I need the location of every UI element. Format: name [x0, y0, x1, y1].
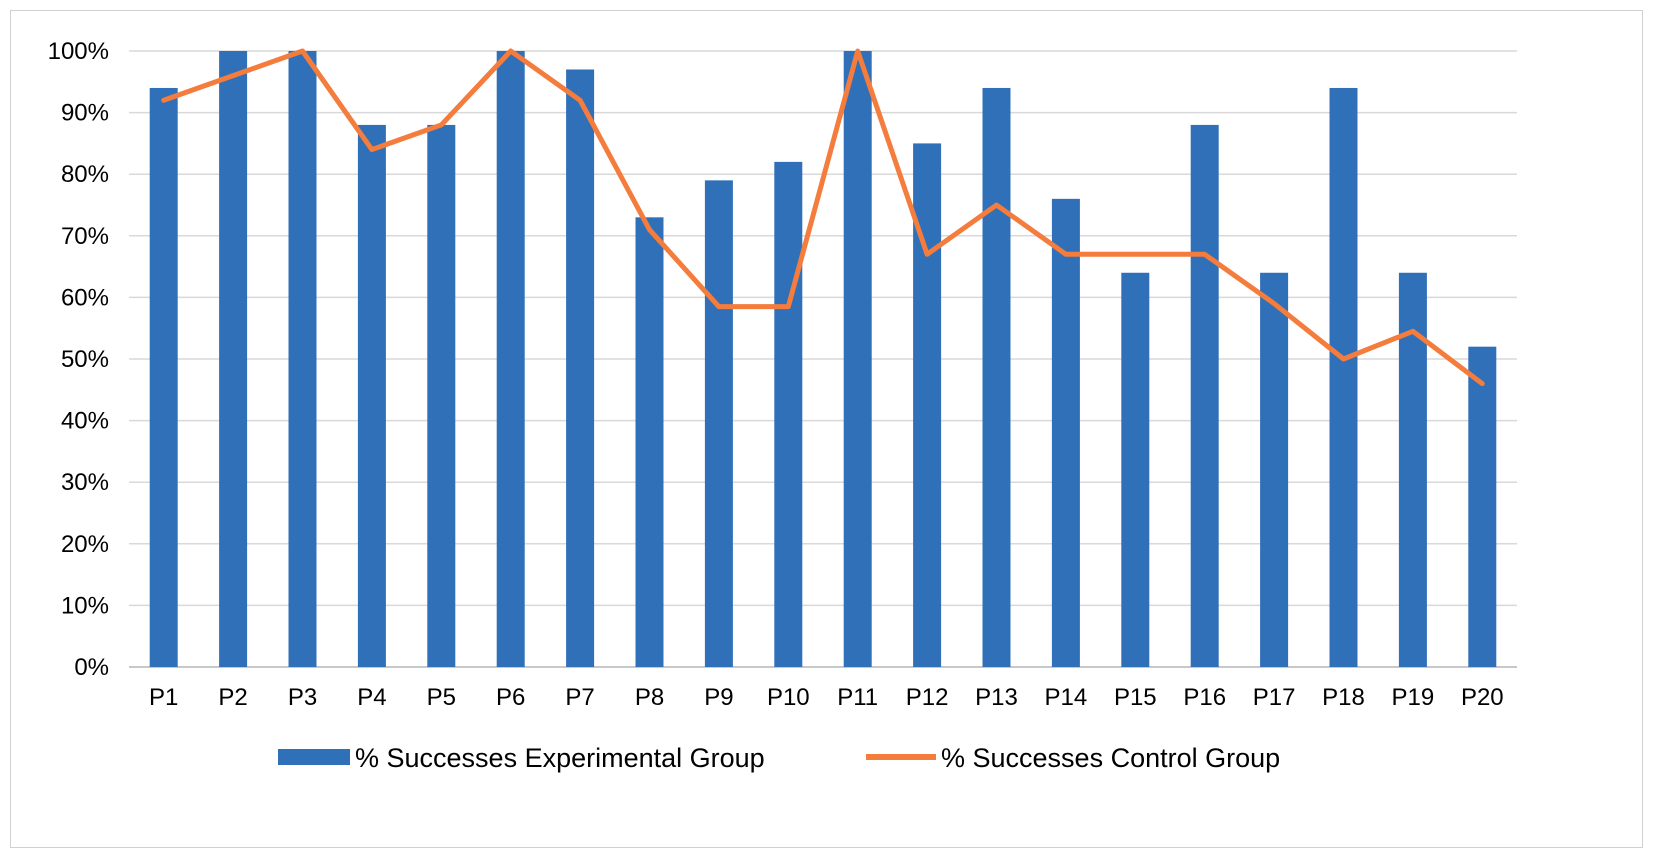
legend-item-experimental: % Successes Experimental Group [278, 743, 765, 773]
bar [1190, 124, 1219, 668]
x-tick-label: P5 [427, 684, 456, 711]
x-tick-label: P14 [1045, 684, 1088, 711]
x-tick-label: P18 [1322, 684, 1365, 711]
line-series [161, 48, 1485, 387]
y-tick-label: 40% [61, 408, 109, 435]
x-tick-label: P11 [837, 684, 878, 711]
x-tick-label: P3 [288, 684, 317, 711]
y-tick-label: 60% [61, 284, 109, 311]
x-tick-label: P17 [1253, 684, 1296, 711]
legend-label-control: % Successes Control Group [941, 743, 1280, 773]
y-tick-label: 50% [61, 346, 109, 373]
y-tick-label: 100% [48, 38, 109, 65]
bar [496, 51, 525, 667]
y-tick-label: 30% [61, 469, 109, 496]
x-tick-label: P7 [565, 684, 594, 711]
x-tick-label: P15 [1114, 684, 1157, 711]
legend-item-control: % Successes Control Group [866, 743, 1280, 773]
bar [1051, 198, 1080, 667]
bar [1121, 272, 1150, 667]
control-group-line [161, 48, 1485, 387]
y-tick-label: 20% [61, 531, 109, 558]
x-tick-label: P9 [704, 684, 733, 711]
x-tick-label: P13 [975, 684, 1018, 711]
bar [427, 124, 456, 668]
y-tick-label: 10% [61, 592, 109, 619]
x-tick-label: P20 [1461, 684, 1504, 711]
bar [219, 51, 248, 667]
bar [1329, 87, 1358, 667]
x-tick-label: P1 [149, 684, 178, 711]
y-tick-label: 80% [61, 161, 109, 188]
chart-frame: 0% 10% 20% 30% 40% 50% 60% 70% 80% 90% 100% P1 P2 P3… [10, 10, 1643, 848]
bar [149, 87, 178, 667]
x-tick-label: P12 [906, 684, 949, 711]
y-axis-tick-labels: 0% 10% 20% 30% 40% 50% 60% 70% 80% 90% 100% [48, 38, 109, 681]
x-tick-label: P2 [218, 684, 247, 711]
x-tick-label: P6 [496, 684, 525, 711]
y-tick-label: 90% [61, 100, 109, 127]
bar [635, 217, 664, 667]
bar [1468, 346, 1497, 667]
x-tick-label: P19 [1392, 684, 1435, 711]
bar [704, 180, 733, 668]
bar [843, 51, 872, 667]
x-axis-tick-labels: P1 P2 P3 P4 P5 P6 P7 P8 P9 P10 P11 P12 P13 P14 P15 P16 P… [149, 684, 1504, 711]
y-tick-label: 70% [61, 223, 109, 250]
bar [774, 161, 803, 667]
legend-label-experimental: % Successes Experimental Group [355, 743, 765, 773]
combo-chart: 0% 10% 20% 30% 40% 50% 60% 70% 80% 90% 100% P1 P2 P3… [48, 38, 1517, 773]
y-tick-label: 0% [74, 654, 109, 681]
legend-swatch-experimental [278, 749, 350, 765]
bar [1260, 272, 1289, 667]
bar-series [149, 51, 1497, 668]
x-tick-label: P4 [357, 684, 386, 711]
bar [357, 124, 386, 668]
legend: % Successes Experimental Group % Success… [278, 743, 1280, 773]
bar [982, 87, 1011, 667]
x-tick-label: P10 [767, 684, 810, 711]
x-tick-label: P16 [1183, 684, 1226, 711]
gridlines [129, 50, 1517, 668]
bar [288, 51, 317, 667]
x-tick-label: P8 [635, 684, 664, 711]
bar [566, 69, 595, 668]
